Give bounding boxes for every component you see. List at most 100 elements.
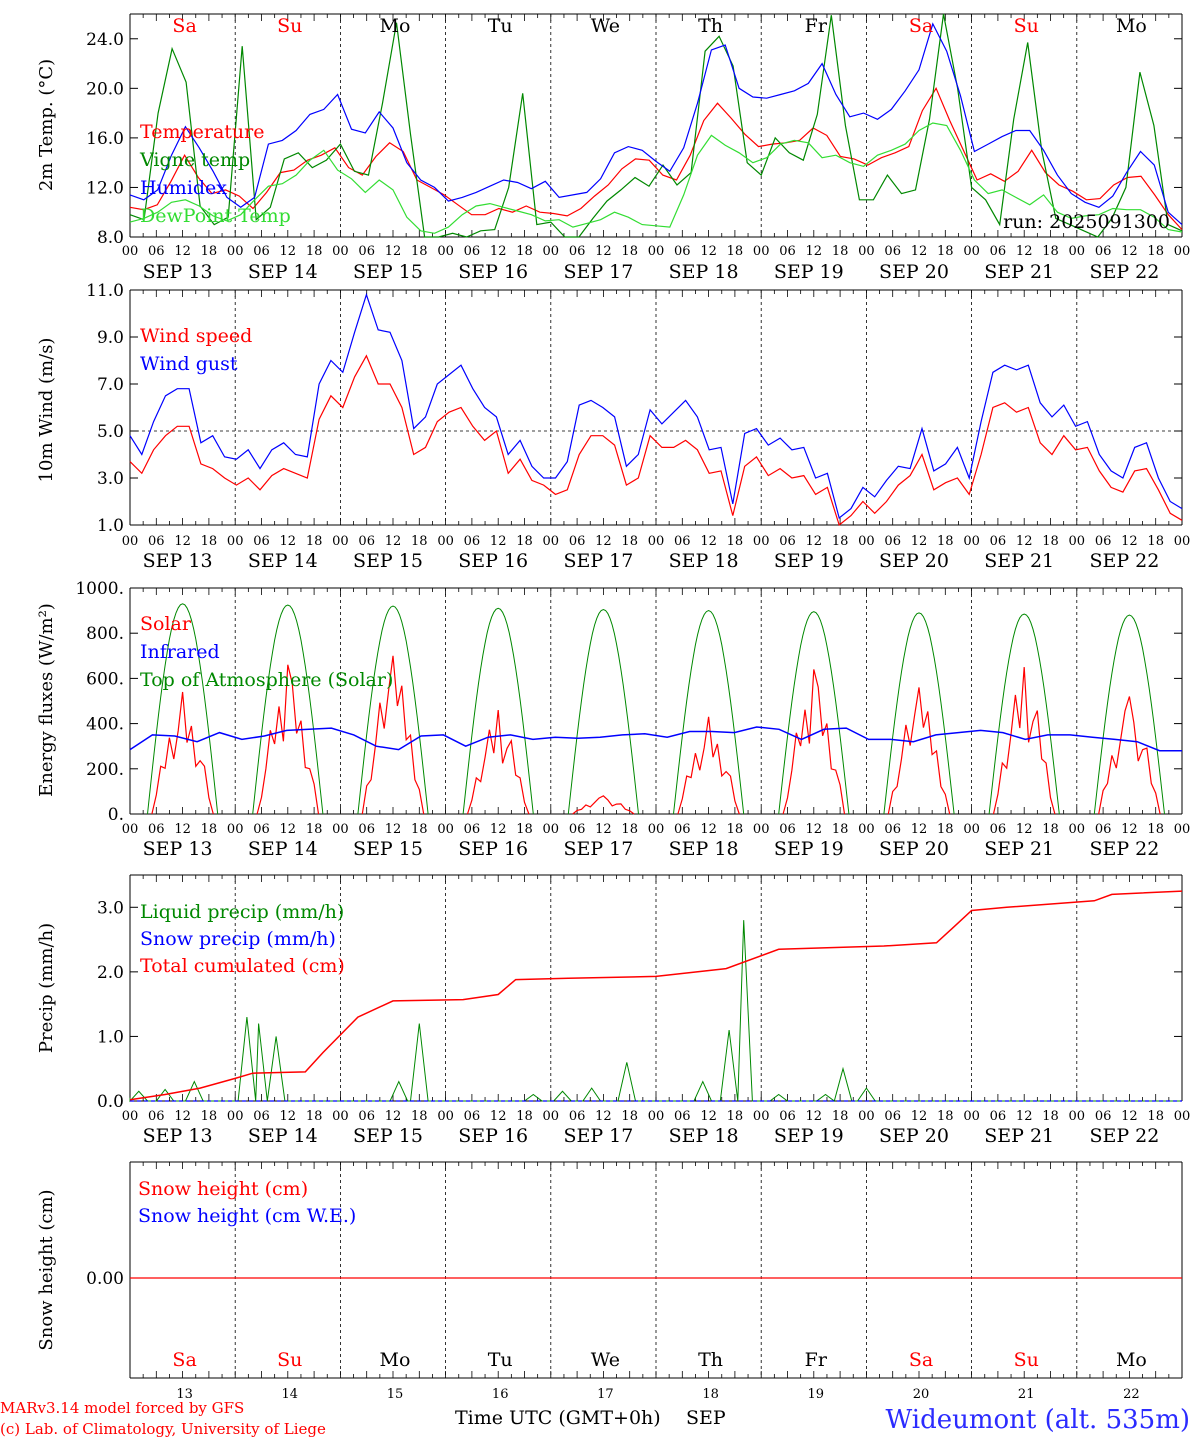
day-number: 18 bbox=[702, 1387, 719, 1402]
date-label: SEP 15 bbox=[353, 1125, 423, 1147]
legend-entry: Solar bbox=[140, 613, 192, 635]
hour-tick-label: 12 bbox=[385, 1109, 402, 1124]
y-tick-label: 16.0 bbox=[86, 129, 124, 149]
hour-tick-label: 06 bbox=[148, 534, 165, 549]
hour-tick-label: 00 bbox=[963, 822, 980, 837]
hour-tick-label: 06 bbox=[148, 1109, 165, 1124]
liquid-precip-line bbox=[129, 920, 1182, 1103]
hour-tick-label: 18 bbox=[516, 534, 533, 549]
hour-tick-label: 12 bbox=[911, 534, 928, 549]
series-line-humidex bbox=[129, 22, 1183, 226]
hour-tick-label: 12 bbox=[490, 244, 507, 259]
date-label: SEP 20 bbox=[879, 261, 949, 283]
month-label: SEP bbox=[686, 1407, 726, 1429]
legend-entry: DewPoint Temp bbox=[140, 205, 291, 227]
date-label: SEP 22 bbox=[1089, 550, 1159, 572]
day-name-bottom: Tu bbox=[488, 1349, 513, 1371]
solar-line bbox=[1098, 696, 1161, 815]
hour-tick-label: 12 bbox=[911, 1109, 928, 1124]
hour-tick-label: 18 bbox=[1147, 1109, 1164, 1124]
hour-tick-label: 00 bbox=[227, 1109, 244, 1124]
day-name-top: Sa bbox=[172, 15, 196, 37]
date-label: SEP 16 bbox=[458, 1125, 528, 1147]
solar-line bbox=[572, 795, 635, 815]
date-label: SEP 21 bbox=[984, 261, 1054, 283]
date-label: SEP 18 bbox=[669, 1125, 739, 1147]
date-label: SEP 15 bbox=[353, 261, 423, 283]
hour-tick-label: 00 bbox=[122, 822, 139, 837]
solar-line bbox=[256, 664, 320, 815]
day-number: 19 bbox=[808, 1387, 825, 1402]
hour-tick-label: 06 bbox=[884, 534, 901, 549]
hour-tick-label: 18 bbox=[1042, 244, 1059, 259]
y-tick-label: 24.0 bbox=[86, 30, 124, 50]
toa-solar-line bbox=[567, 608, 639, 815]
hour-tick-label: 18 bbox=[832, 1109, 849, 1124]
hour-tick-label: 18 bbox=[516, 1109, 533, 1124]
day-name-top: Su bbox=[277, 15, 302, 37]
day-name-top: Mo bbox=[1116, 15, 1147, 37]
run-label: run: 2025091300 bbox=[1003, 211, 1170, 233]
day-number: 20 bbox=[913, 1387, 930, 1402]
hour-tick-label: 00 bbox=[753, 534, 770, 549]
hour-tick-label: 00 bbox=[227, 534, 244, 549]
hour-tick-label: 06 bbox=[1095, 244, 1112, 259]
station-label: Wideumont (alt. 535m) bbox=[886, 1405, 1190, 1435]
hour-tick-label: 18 bbox=[937, 244, 954, 259]
hour-tick-label: 00 bbox=[332, 534, 349, 549]
hour-tick-label: 18 bbox=[201, 534, 218, 549]
hour-tick-label: 18 bbox=[516, 244, 533, 259]
hour-tick-label: 12 bbox=[280, 534, 297, 549]
date-label: SEP 16 bbox=[458, 261, 528, 283]
hour-tick-label: 00 bbox=[227, 244, 244, 259]
hour-tick-label: 12 bbox=[595, 1109, 612, 1124]
legend-entry: Snow precip (mm/h) bbox=[140, 928, 336, 950]
hour-tick-label: 06 bbox=[253, 534, 270, 549]
day-name-bottom: We bbox=[591, 1349, 620, 1371]
date-label: SEP 13 bbox=[143, 261, 213, 283]
y-axis-title: Snow height (cm) bbox=[36, 1189, 57, 1350]
hour-tick-label: 06 bbox=[884, 244, 901, 259]
series-line-wind-gust bbox=[129, 292, 1183, 520]
series-line-wind-speed bbox=[129, 354, 1183, 527]
date-label: SEP 20 bbox=[879, 550, 949, 572]
date-label: SEP 14 bbox=[248, 550, 318, 572]
legend-entry: Temperature bbox=[140, 121, 264, 143]
hour-tick-label: 06 bbox=[253, 822, 270, 837]
date-label: SEP 16 bbox=[458, 838, 528, 860]
hour-tick-label: 18 bbox=[727, 244, 744, 259]
y-tick-label: 0. bbox=[108, 805, 124, 825]
credit-line-1: MARv3.14 model forced by GFS bbox=[0, 1399, 244, 1417]
hour-tick-label: 00 bbox=[858, 1109, 875, 1124]
toa-solar-line bbox=[462, 607, 534, 815]
y-tick-label: 9.0 bbox=[97, 328, 124, 348]
solar-line bbox=[677, 716, 740, 815]
day-name-top: Fr bbox=[805, 15, 828, 37]
hour-tick-label: 06 bbox=[464, 1109, 481, 1124]
hour-tick-label: 12 bbox=[806, 534, 823, 549]
time-axis-label: Time UTC (GMT+0h) bbox=[455, 1407, 661, 1429]
hour-tick-label: 00 bbox=[753, 1109, 770, 1124]
hour-tick-label: 12 bbox=[490, 534, 507, 549]
y-tick-label: 1000. bbox=[75, 579, 124, 599]
hour-tick-label: 06 bbox=[253, 244, 270, 259]
day-number: 21 bbox=[1018, 1387, 1035, 1402]
day-name-top: Mo bbox=[380, 15, 411, 37]
day-name-top: We bbox=[591, 15, 620, 37]
hour-tick-label: 12 bbox=[806, 1109, 823, 1124]
hour-tick-label: 00 bbox=[963, 1109, 980, 1124]
hour-tick-label: 12 bbox=[280, 244, 297, 259]
credit-line-2: (c) Lab. of Climatology, University of L… bbox=[0, 1420, 326, 1438]
hour-tick-label: 12 bbox=[806, 244, 823, 259]
hour-tick-label: 12 bbox=[911, 822, 928, 837]
date-label: SEP 19 bbox=[774, 838, 844, 860]
toa-solar-line bbox=[252, 604, 324, 815]
hour-tick-label: 18 bbox=[621, 244, 638, 259]
hour-tick-label: 18 bbox=[201, 244, 218, 259]
legend-entry: Wind speed bbox=[140, 325, 252, 347]
hour-tick-label: 06 bbox=[990, 534, 1007, 549]
day-name-bottom: Fr bbox=[805, 1349, 828, 1371]
hour-tick-label: 12 bbox=[174, 822, 191, 837]
hour-tick-label: 00 bbox=[122, 534, 139, 549]
toa-solar-line bbox=[1093, 614, 1165, 815]
